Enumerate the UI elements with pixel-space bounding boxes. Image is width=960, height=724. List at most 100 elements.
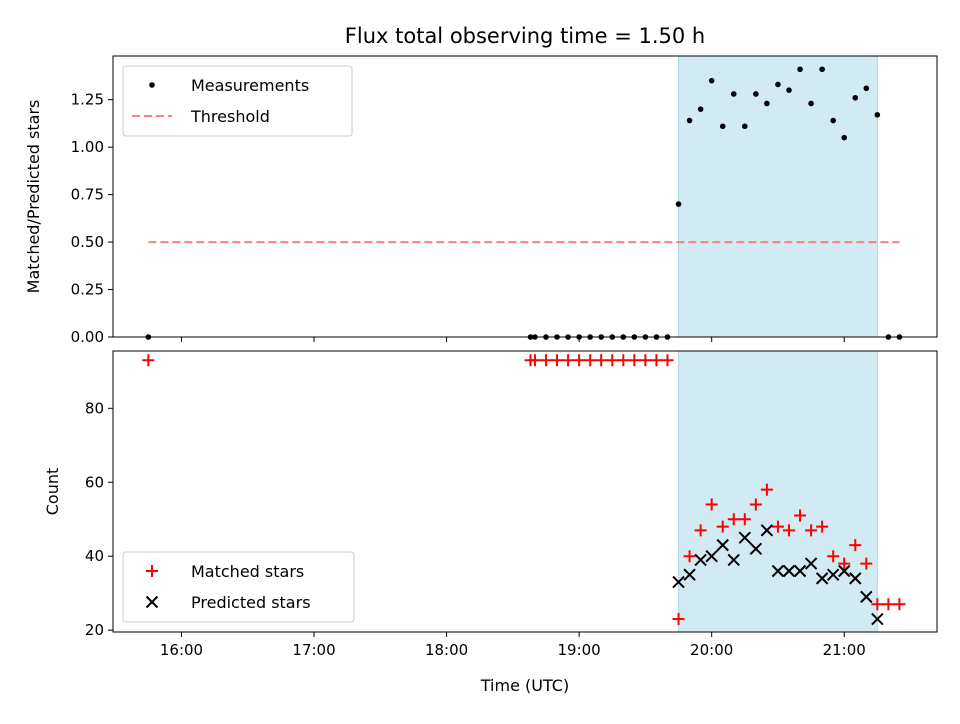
y-tick-label: 1.25 [71, 91, 104, 109]
data-point: Measurements: 21:10, 1.31 [863, 85, 870, 92]
data-point: Matched stars: 20:35, 47 [782, 524, 795, 537]
data-point: Predicted stars: 20:45, 38 [804, 557, 818, 570]
data-point: Matched stars: 19:35, 93 [650, 354, 663, 367]
top-panel: 0.00 0.25 0.50 0.75 1.00 1.25 Matched/Predicte… [24, 55, 938, 346]
x-axis-label: Time (UTC) [480, 676, 569, 695]
data-point: Matched stars: 21:00, 38 [838, 557, 851, 570]
data-point: Measurements: 20:45, 1.23 [808, 100, 814, 107]
legend-box [122, 65, 353, 137]
legend-label: Measurements [191, 76, 309, 95]
data-point: Predicted stars: 19:55, 39 [694, 553, 707, 567]
legend-swatch [145, 595, 159, 609]
data-point: Measurements: 21:15, 1.17 [874, 112, 881, 118]
y-tick-label: 80 [85, 399, 104, 417]
data-point: Predicted stars: 21:15, 23 [871, 612, 884, 626]
data-point: Predicted stars: 21:05, 34 [849, 572, 862, 585]
legend-label: Threshold [190, 107, 270, 126]
plot-frame [112, 350, 938, 633]
y-tick-label: 20 [85, 621, 104, 639]
data-point: Measurements: 20:25, 1.23 [764, 100, 770, 107]
data-point: Predicted stars: 20:50, 34 [815, 572, 829, 585]
data-point: Predicted stars: 20:30, 36 [771, 564, 785, 578]
plot-frame [112, 55, 938, 338]
data-point: Predicted stars: 20:10, 39 [727, 553, 740, 567]
data-point: Matched stars: 19:25, 93 [628, 354, 641, 367]
data-point: Matched stars: 18:55, 93 [562, 354, 575, 367]
data-point: Matched stars: 20:40, 51 [794, 509, 807, 522]
data-point: Matched stars: 19:15, 93 [606, 354, 619, 367]
data-point: Matched stars: 21:25, 27 [893, 598, 906, 611]
data-point: Matched stars: 20:05, 48 [716, 520, 729, 533]
data-point: Measurements: 20:05, 1.11 [719, 123, 726, 130]
x-tick-label: 21:00 [823, 641, 866, 659]
data-point: Matched stars: 19:20, 93 [617, 354, 630, 367]
data-point: Predicted stars: 19:50, 35 [683, 568, 696, 581]
data-point: Matched stars: 20:00, 54 [705, 498, 718, 511]
data-point: Matched stars: 15:45, 93 [142, 354, 155, 367]
data-point: Predicted stars: 21:10, 29 [860, 590, 873, 604]
y-axis-label: Count [43, 468, 62, 516]
data-point: Measurements: 20:10, 1.28 [730, 91, 737, 97]
y-tick-label: 1.00 [71, 138, 104, 156]
data-point: Measurements: 19:55, 1.2 [697, 106, 704, 112]
data-point: Matched stars: 20:20, 54 [749, 498, 762, 511]
data-point: Measurements: 20:55, 1.14 [830, 117, 836, 124]
chart-title: Flux total observing time = 1.50 h [345, 24, 705, 48]
data-point: Measurements: 20:50, 1.41 [819, 66, 825, 73]
data-point: Matched stars: 20:30, 48 [771, 520, 784, 533]
data-point: Predicted stars: 20:00, 40 [705, 549, 718, 563]
y-tick-label: 0.25 [71, 281, 104, 299]
data-point: Measurements: 21:00, 1.05 [841, 134, 848, 141]
data-point: Measurements: 20:00, 1.35 [708, 77, 715, 84]
data-point: Measurements: 20:40, 1.41 [797, 66, 803, 73]
data-point: Measurements: 20:20, 1.28 [753, 91, 759, 97]
observing-window-shade [678, 350, 878, 633]
legend: Measurements Threshold [122, 65, 353, 137]
x-tick-label: 16:00 [160, 641, 203, 659]
data-point: Matched stars: 19:45, 23 [672, 613, 685, 626]
x-tick-label: 18:00 [425, 641, 468, 659]
observing-window-shade [678, 55, 878, 338]
data-point: Matched stars: 20:55, 40 [827, 550, 840, 563]
data-point: Matched stars: 19:00, 93 [573, 354, 586, 367]
data-point: Predicted stars: 19:45, 33 [672, 575, 685, 589]
data-point: Matched stars: 19:05, 93 [584, 354, 597, 367]
data-point: Predicted stars: 20:40, 36 [793, 564, 807, 578]
data-point: Measurements: 20:35, 1.3 [786, 87, 792, 93]
legend-label: Predicted stars [191, 593, 311, 612]
data-point: Predicted stars: 20:20, 42 [749, 542, 763, 556]
data-point: Matched stars: 18:40, 93 [528, 354, 541, 367]
y-tick-label: 0.75 [71, 186, 104, 204]
data-point: Predicted stars: 20:05, 43 [716, 538, 729, 552]
legend-swatch [146, 565, 158, 577]
data-point: Predicted stars: 20:55, 35 [826, 568, 840, 581]
data-point: Matched stars: 18:45, 93 [539, 354, 552, 367]
data-point: Predicted stars: 20:15, 45 [738, 531, 752, 544]
series-predicted-stars: Predicted stars: 19:45, 33Predicted star… [672, 524, 884, 626]
data-point: Matched stars: 21:15, 27 [871, 598, 884, 611]
legend-swatch [149, 82, 155, 88]
data-point: Predicted stars: 21:00, 36 [838, 564, 851, 578]
data-point: Matched stars: 20:10, 50 [727, 513, 740, 526]
data-point: Matched stars: 18:50, 93 [551, 354, 564, 367]
data-point: Measurements: 19:45, 0.7 [675, 201, 682, 207]
series-matched-stars: Matched stars: 15:45, 93 Matched stars: 1… [142, 354, 906, 626]
data-point: Matched stars: 19:10, 93 [595, 354, 608, 367]
y-tick-label: 0.00 [71, 328, 104, 346]
x-tick-label: 19:00 [558, 641, 601, 659]
x-tick-label: 17:00 [292, 641, 335, 659]
data-point: Measurements: 19:50, 1.14 [686, 117, 693, 124]
data-point: Matched stars: 19:40, 93 [661, 354, 674, 367]
legend-box [122, 551, 355, 623]
y-tick-label: 0.50 [71, 233, 104, 251]
legend: Matched stars Predicted stars [122, 551, 355, 623]
data-point: Matched stars: 20:25, 58 [760, 483, 773, 496]
y-tick-label: 40 [85, 547, 104, 565]
legend-label: Matched stars [191, 562, 304, 581]
data-point: Matched stars: 20:45, 47 [805, 524, 818, 537]
data-point: Matched stars: 19:50, 40 [683, 550, 696, 563]
data-point: Matched stars: 21:05, 43 [849, 539, 862, 552]
data-point: Matched stars: 21:20, 27 [882, 598, 895, 611]
bottom-panel: 16:00 17:00 18:00 19:00 20:00 21:00 20 40 60 80 Co… [43, 350, 938, 659]
